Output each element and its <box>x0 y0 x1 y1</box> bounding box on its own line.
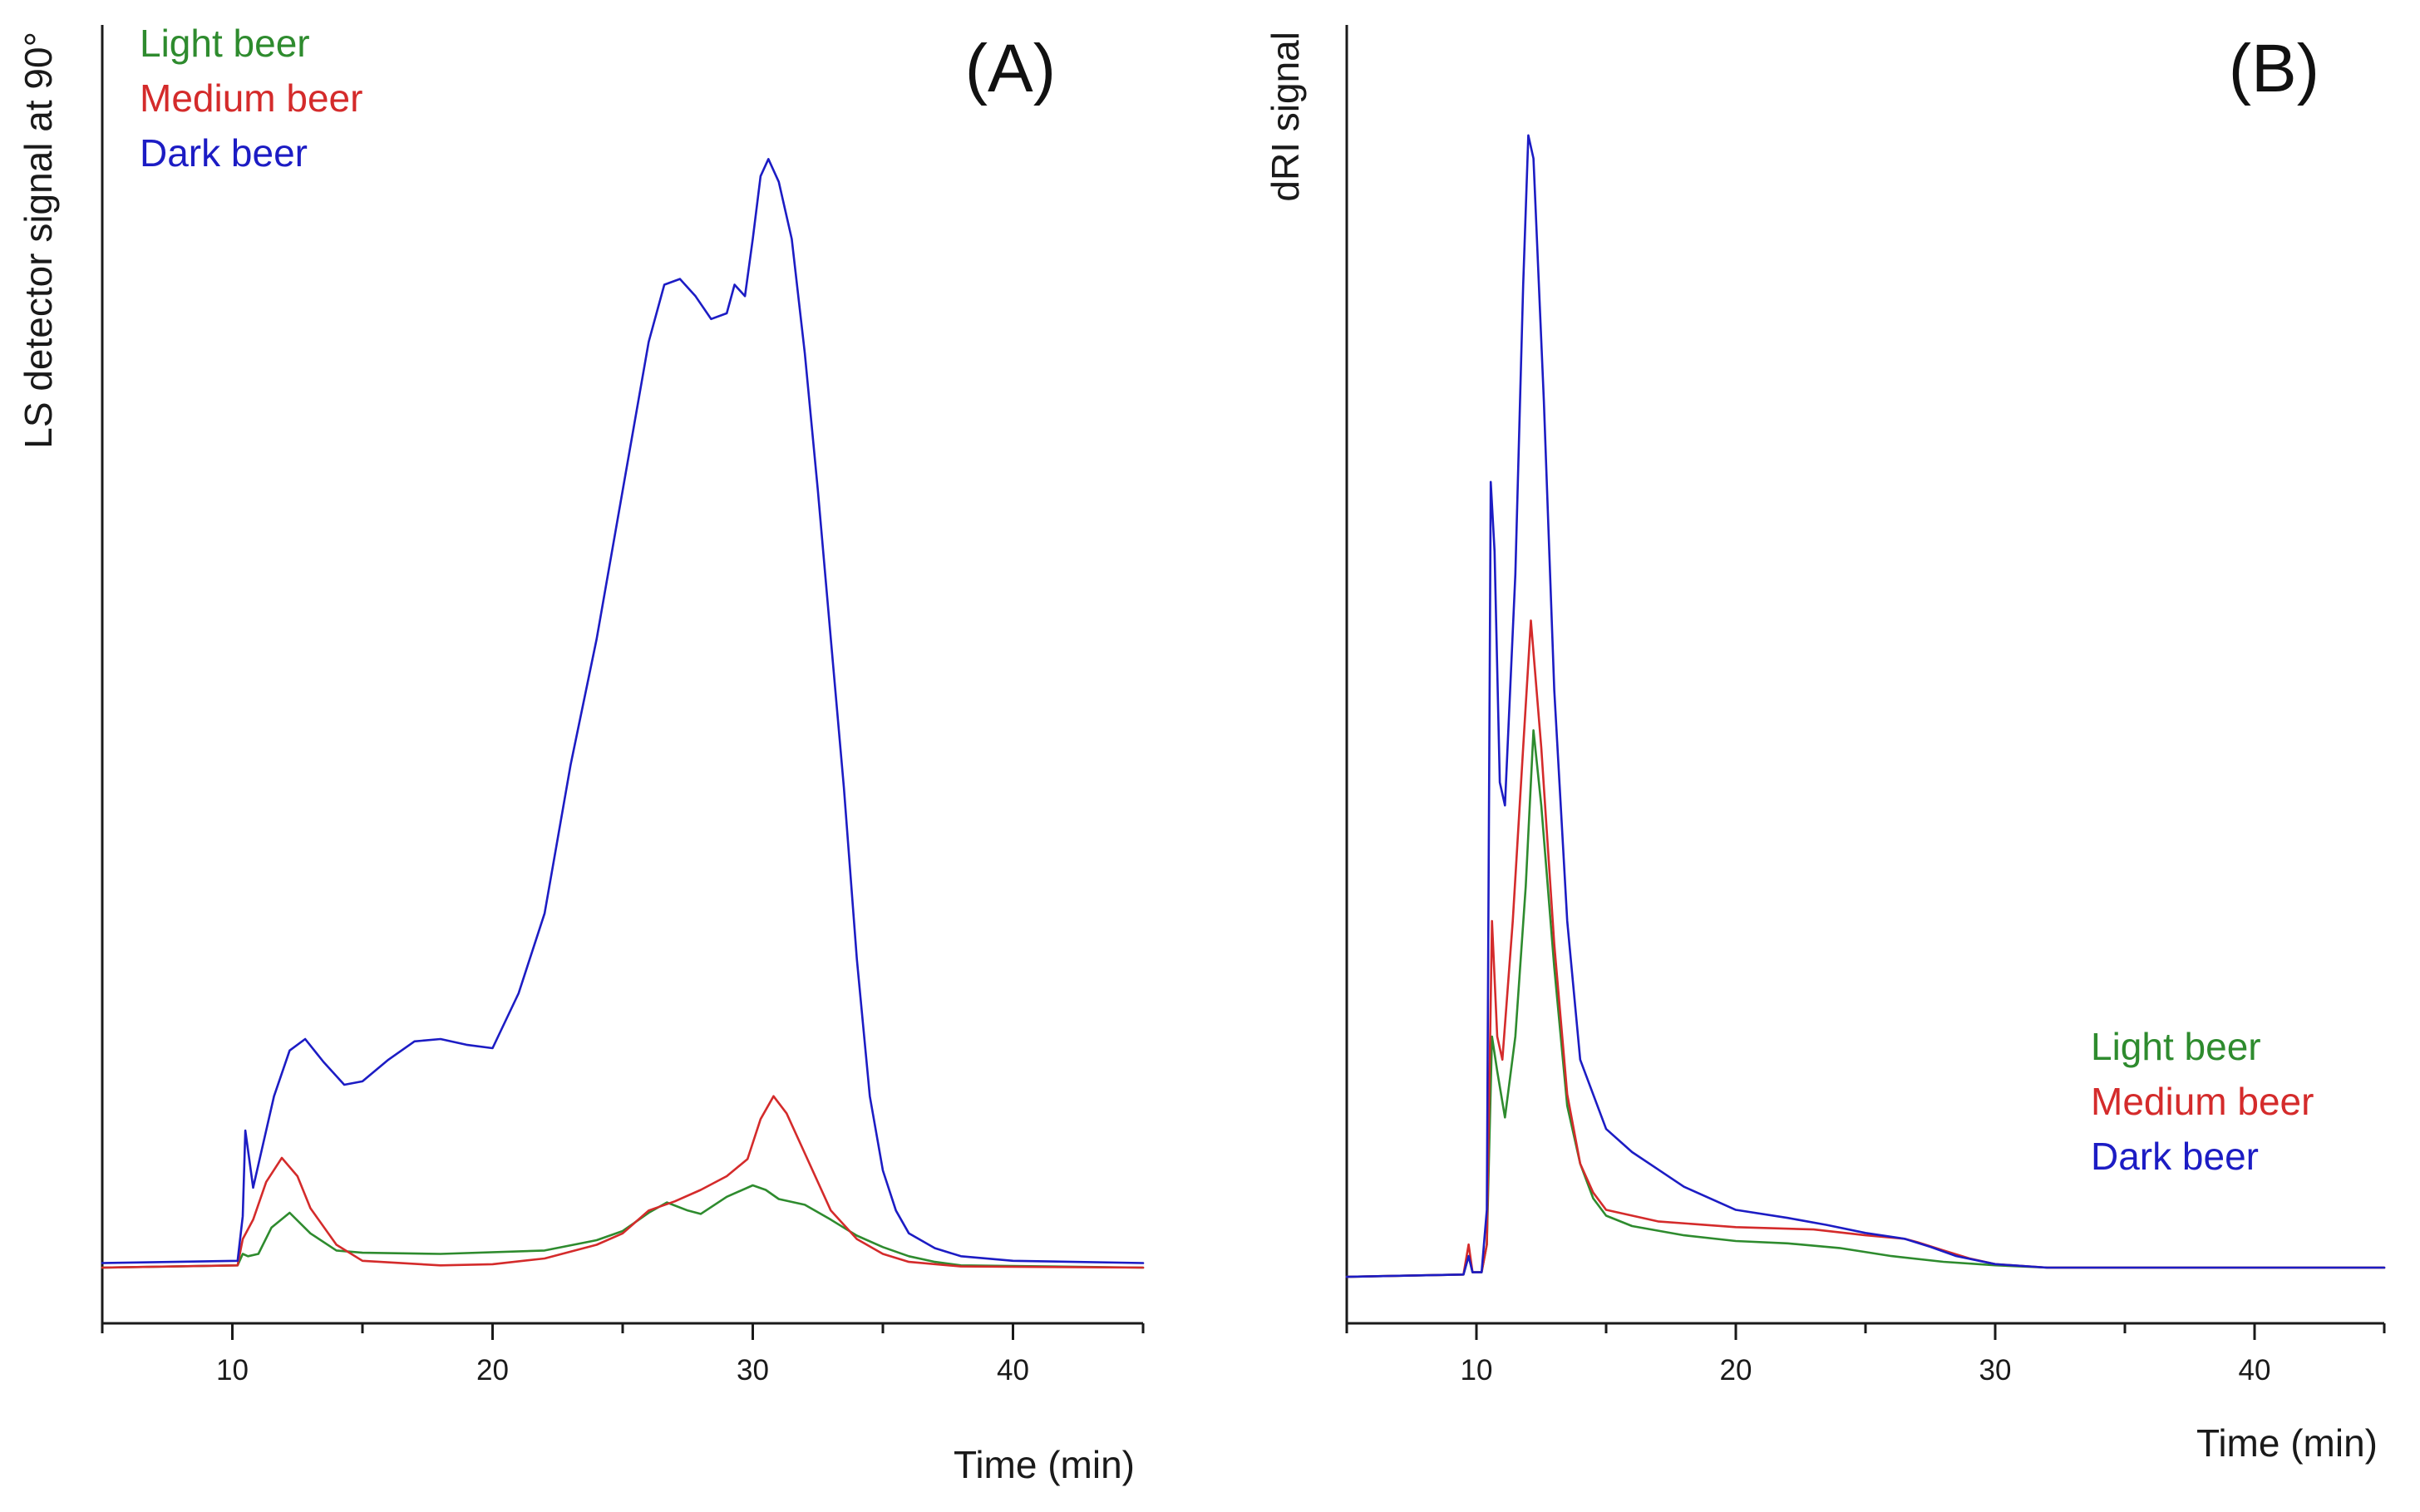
x-tick-label: 30 <box>1979 1354 2012 1386</box>
series-line-dark-beer <box>101 158 1145 1264</box>
y-axis-title: dRI signal <box>1264 32 1307 202</box>
panel-a: 10 20 30 40 Time (min) LS detector signal at … <box>17 22 1145 1486</box>
legend-item-light-beer: Light beer <box>2091 1025 2261 1068</box>
x-tick-label: 40 <box>2239 1354 2271 1386</box>
series-line-light-beer <box>101 1184 1145 1269</box>
x-tick-label: 10 <box>216 1354 249 1386</box>
panel-label: (B) <box>2229 31 2319 106</box>
panel-label: (A) <box>965 31 1056 106</box>
legend-item-light-beer: Light beer <box>140 22 310 65</box>
series-line-dark-beer <box>1345 134 2386 1278</box>
series-line-light-beer <box>1345 729 2386 1278</box>
x-tick-label: 20 <box>476 1354 509 1386</box>
x-tick-label: 40 <box>997 1354 1029 1386</box>
legend-item-medium-beer: Medium beer <box>2091 1080 2314 1123</box>
x-axis-title: Time (min) <box>954 1443 1135 1486</box>
legend-item-dark-beer: Dark beer <box>2091 1135 2259 1178</box>
x-axis-title: Time (min) <box>2196 1421 2378 1465</box>
x-tick-label: 30 <box>737 1354 769 1386</box>
panel-b: 10 20 30 40 Time (min) dRI signal (B) Light bee… <box>1264 25 2386 1465</box>
legend-item-dark-beer: Dark beer <box>140 131 308 175</box>
legend-item-medium-beer: Medium beer <box>140 76 362 120</box>
series-line-medium-beer <box>101 1095 1145 1269</box>
x-tick-label: 10 <box>1461 1354 1493 1386</box>
series-line-medium-beer <box>1345 619 2386 1278</box>
y-axis-title: LS detector signal at 90° <box>17 32 60 449</box>
x-tick-label: 20 <box>1720 1354 1752 1386</box>
